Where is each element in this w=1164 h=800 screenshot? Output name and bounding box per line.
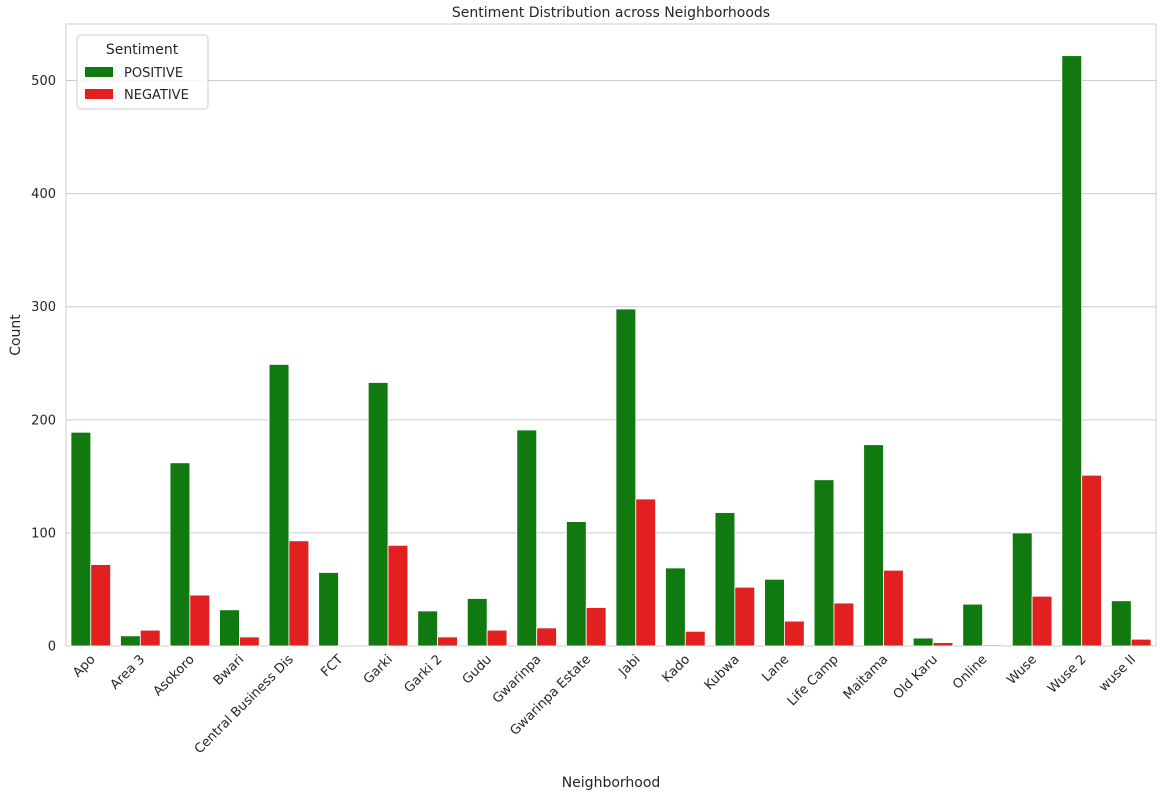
legend-swatch-positive [85,67,113,77]
bar-negative-4 [288,540,310,647]
x-tick-label: Lane [759,652,792,685]
bar-negative-7 [437,636,458,647]
bar-positive-5 [318,572,339,647]
bar-positive-11 [615,308,637,647]
bar-negative-19 [1031,595,1053,647]
bar-positive-18 [962,603,983,647]
bar-positive-8 [466,598,488,647]
bar-negative-13 [734,586,756,647]
x-tick-label: wuse II [1096,652,1139,695]
bar-negative-1 [139,629,161,647]
x-tick-label: Wuse 2 [1045,652,1089,696]
bar-positive-17 [912,637,934,647]
x-tick-label: Wuse [1004,652,1040,688]
bar-negative-20 [1081,474,1102,647]
bar-negative-3 [239,636,260,647]
bar-negative-16 [883,569,904,647]
bar-negative-14 [784,620,805,647]
bar-negative-10 [585,607,607,647]
bar-positive-12 [665,567,686,647]
bar-positive-3 [219,609,240,647]
y-tick-label: 0 [48,640,56,655]
x-tick-label: Jabi [616,652,644,680]
x-tick-label: Kado [660,652,694,686]
bar-positive-20 [1061,55,1083,647]
bar-positive-6 [367,382,389,647]
bar-negative-12 [684,630,706,647]
x-tick-label: Apo [70,652,98,680]
chart-title: Sentiment Distribution across Neighborho… [452,5,770,21]
bar-positive-4 [268,364,290,647]
y-tick-label: 300 [31,300,56,315]
x-tick-label: Asokoro [151,652,198,699]
x-tick-label: Garki [361,652,396,687]
legend-label-negative: NEGATIVE [124,88,189,103]
bar-positive-2 [169,462,191,647]
legend-title: Sentiment [106,42,179,58]
x-tick-label: Online [950,652,990,692]
bar-negative-8 [486,629,508,647]
bar-positive-10 [566,521,587,647]
bar-negative-0 [90,564,111,647]
bar-positive-7 [417,610,438,647]
y-tick-label: 100 [31,526,56,541]
y-tick-label: 500 [31,74,56,89]
x-axis-label: Neighborhood [562,775,661,791]
bar-positive-9 [516,429,538,647]
x-tick-label: Area 3 [108,652,149,693]
bar-layer [70,55,1152,647]
bar-negative-6 [387,544,409,647]
bar-negative-21 [1130,638,1152,647]
bar-negative-2 [189,594,211,647]
bar-positive-0 [70,431,92,647]
bar-negative-11 [635,498,656,647]
x-tick-label: Kubwa [702,652,743,693]
y-tick-label: 200 [31,413,56,428]
bar-positive-19 [1011,532,1033,647]
bar-positive-14 [764,578,785,647]
x-tick-label: Life Camp [785,652,842,709]
legend-swatch-negative [85,89,113,99]
bar-positive-13 [714,512,736,647]
bar-positive-15 [813,479,835,647]
bar-positive-16 [863,444,884,647]
x-tick-label: Garki 2 [402,652,446,696]
legend-label-positive: POSITIVE [124,66,183,81]
legend: Sentiment POSITIVE NEGATIVE [76,34,209,110]
x-tick-label: Bwari [211,652,247,688]
bar-negative-9 [536,627,557,647]
plot-area [65,23,1157,647]
x-tick-label: Old Karu [891,652,941,702]
bar-negative-17 [932,642,954,647]
x-tick-label: FCT [318,652,346,680]
x-tick-label: Maitama [841,652,892,703]
bar-negative-18 [982,644,1003,647]
y-tick-labels: 0 100 200 300 400 500 [31,74,56,654]
bar-negative-15 [833,602,855,647]
y-tick-label: 400 [31,187,56,202]
x-tick-label: Central Business Dis [192,652,297,757]
bar-positive-1 [120,635,141,647]
x-tick-label: Gudu [460,652,495,687]
bar-positive-21 [1111,600,1132,647]
y-axis-label: Count [8,314,24,356]
